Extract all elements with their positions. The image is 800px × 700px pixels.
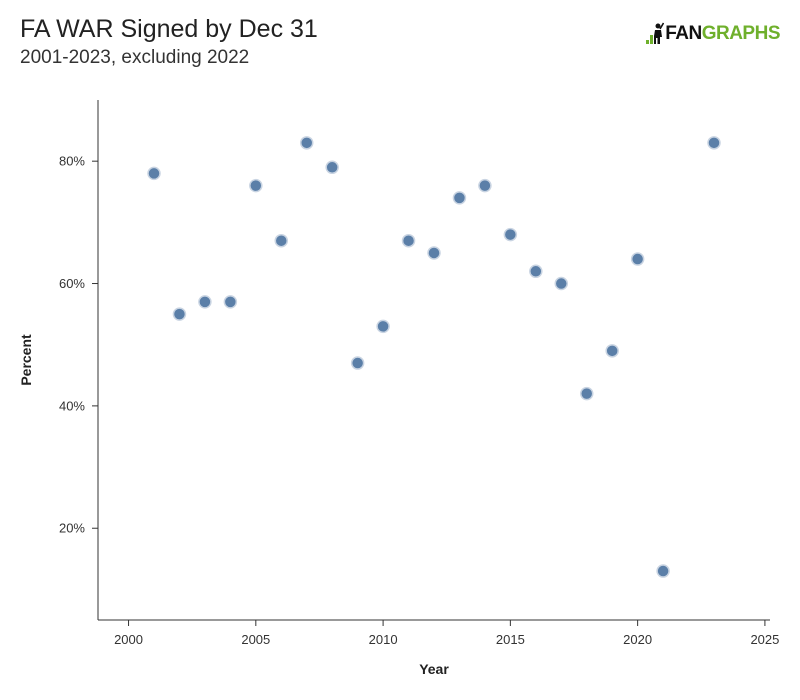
x-tick-label: 2010 [369,632,398,647]
x-tick-label: 2020 [623,632,652,647]
y-axis: 20% 40% 60% 80% [59,100,99,620]
data-point [401,233,416,248]
data-point [529,264,543,279]
y-tick-label: 20% [59,521,85,536]
data-point [350,356,365,370]
data-point [147,166,161,181]
y-tick-label: 40% [59,398,85,413]
data-point [427,246,441,260]
data-point [299,136,314,150]
data-point [376,319,390,334]
data-point [249,178,263,193]
data-point [478,178,492,193]
data-point [707,136,721,150]
chart-subtitle: 2001-2023, excluding 2022 [20,47,250,68]
y-tick-label: 80% [59,154,85,169]
x-axis-title: Year [419,661,449,677]
logo-text-graphs: GRAPHS [701,23,781,44]
data-point [198,295,212,309]
chart-title: FA WAR Signed by Dec 31 [20,15,318,43]
x-tick-label: 2005 [241,632,270,647]
data-point [274,233,289,248]
y-axis-title: Percent [18,334,34,386]
x-tick-label: 2000 [114,632,143,647]
x-tick-label: 2025 [750,632,779,647]
data-point [452,191,467,205]
data-point [656,564,670,578]
data-point [172,307,187,321]
data-points [147,136,721,578]
data-point [605,344,619,358]
data-point [630,252,645,266]
data-point [223,295,238,309]
data-point [503,227,518,242]
data-point [554,276,569,291]
batter-logo-icon [646,22,665,44]
y-tick-label: 60% [59,276,85,291]
logo-text-fan: FAN [665,23,702,44]
data-point [325,160,339,175]
x-axis: 2000 2005 2010 2015 2020 2025 [98,619,779,647]
data-point [579,386,594,401]
fangraphs-logo: FAN GRAPHS [646,20,781,48]
x-tick-label: 2015 [496,632,525,647]
